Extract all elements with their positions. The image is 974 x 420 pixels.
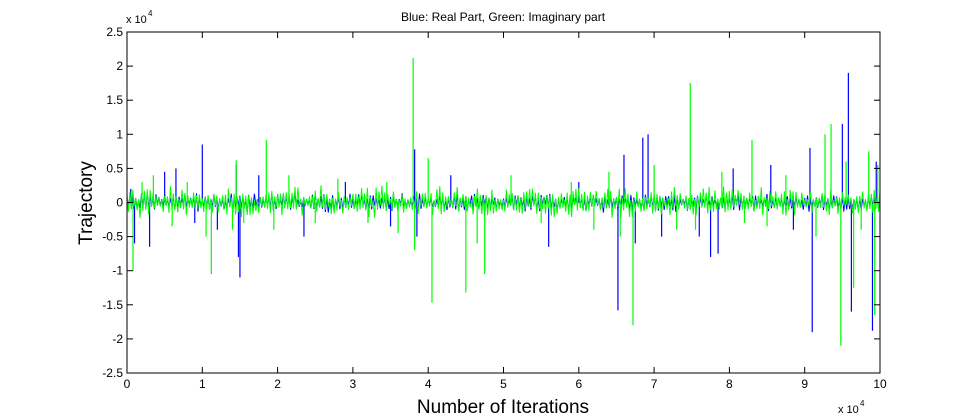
y-tick-label: -2.5 [102,366,123,380]
y-tick-label: 1 [116,127,123,141]
x-tick-label: 2 [274,377,281,391]
y-axis-label: Trajectory [76,161,97,245]
chart-title: Blue: Real Part, Green: Imaginary part [401,10,606,24]
y-tick-label: 2.5 [106,25,123,39]
x-tick-label: 1 [199,377,206,391]
x-tick-label: 7 [651,377,658,391]
y-tick-label: -2 [112,332,123,346]
x-tick-label: 10 [873,377,887,391]
y-multiplier-base: x 10 [126,14,147,26]
x-axis-label: Number of Iterations [417,397,589,418]
plot-area [127,57,880,346]
y-tick-label: -0.5 [102,230,123,244]
x-multiplier-base: x 10 [838,404,859,416]
x-tick-label: 5 [500,377,507,391]
x-tick-label: 9 [801,377,808,391]
series-noise-band [127,185,880,219]
x-tick-label: 6 [575,377,582,391]
series-imaginary [127,57,880,346]
data-layer [127,57,880,346]
x-multiplier-exponent: 4 [860,399,865,408]
y-tick-label: 1.5 [106,93,123,107]
y-tick-label: 0.5 [106,161,123,175]
axis-ticks: 0 1 2 3 4 5 6 7 8 9 10 -2.5 -2 -1.5 -1 -0.5 0 0.5 1 1.5 2 2.5 [102,25,887,391]
x-tick-label: 4 [425,377,432,391]
y-multiplier-exponent: 4 [148,9,153,18]
x-tick-label: 3 [350,377,357,391]
y-tick-label: -1 [112,264,123,278]
y-tick-label: 2 [116,59,123,73]
y-tick-label: 0 [116,196,123,210]
x-tick-label: 8 [726,377,733,391]
y-tick-label: -1.5 [102,298,123,312]
x-tick-label: 0 [124,377,131,391]
